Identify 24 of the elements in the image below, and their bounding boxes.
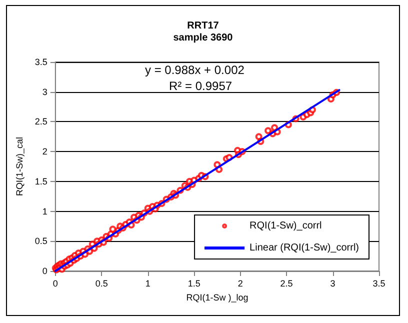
- x-tick-label: 3: [330, 278, 336, 288]
- y-tick-label: 2: [42, 146, 48, 157]
- y-tick-label: 3.5: [34, 57, 48, 67]
- annotation: y = 0.988x + 0.002: [145, 63, 245, 77]
- y-tick-label: 1.5: [34, 176, 48, 186]
- y-tick-label: 1: [42, 206, 48, 216]
- x-tick-label: 2.5: [280, 278, 293, 288]
- x-tick-label: 0.5: [95, 278, 108, 288]
- chart-subtitle: sample 3690: [173, 32, 234, 44]
- x-axis-title: RQI(1-Sw )_log: [186, 292, 248, 302]
- x-tick-label: 2: [238, 278, 243, 288]
- legend-label: Linear (RQI(1-Sw)_corrl): [250, 242, 360, 254]
- x-tick-label: 0: [52, 278, 58, 288]
- x-tick-label: 1: [145, 278, 150, 288]
- y-axis-title: RQI(1-Sw)_cal: [14, 136, 24, 196]
- y-tick-label: 2.5: [34, 116, 48, 127]
- annotation: R² = 0.9957: [169, 79, 232, 93]
- y-tick-label: 3: [42, 86, 48, 97]
- y-tick-label: 0.5: [34, 236, 48, 246]
- y-tick-label: 0: [42, 266, 48, 276]
- x-tick-label: 3.5: [372, 278, 386, 288]
- legend-label: RQI(1-Sw)_corrl: [250, 220, 322, 232]
- chart-title: RRT17: [187, 20, 220, 32]
- x-tick-label: 1.5: [188, 278, 200, 288]
